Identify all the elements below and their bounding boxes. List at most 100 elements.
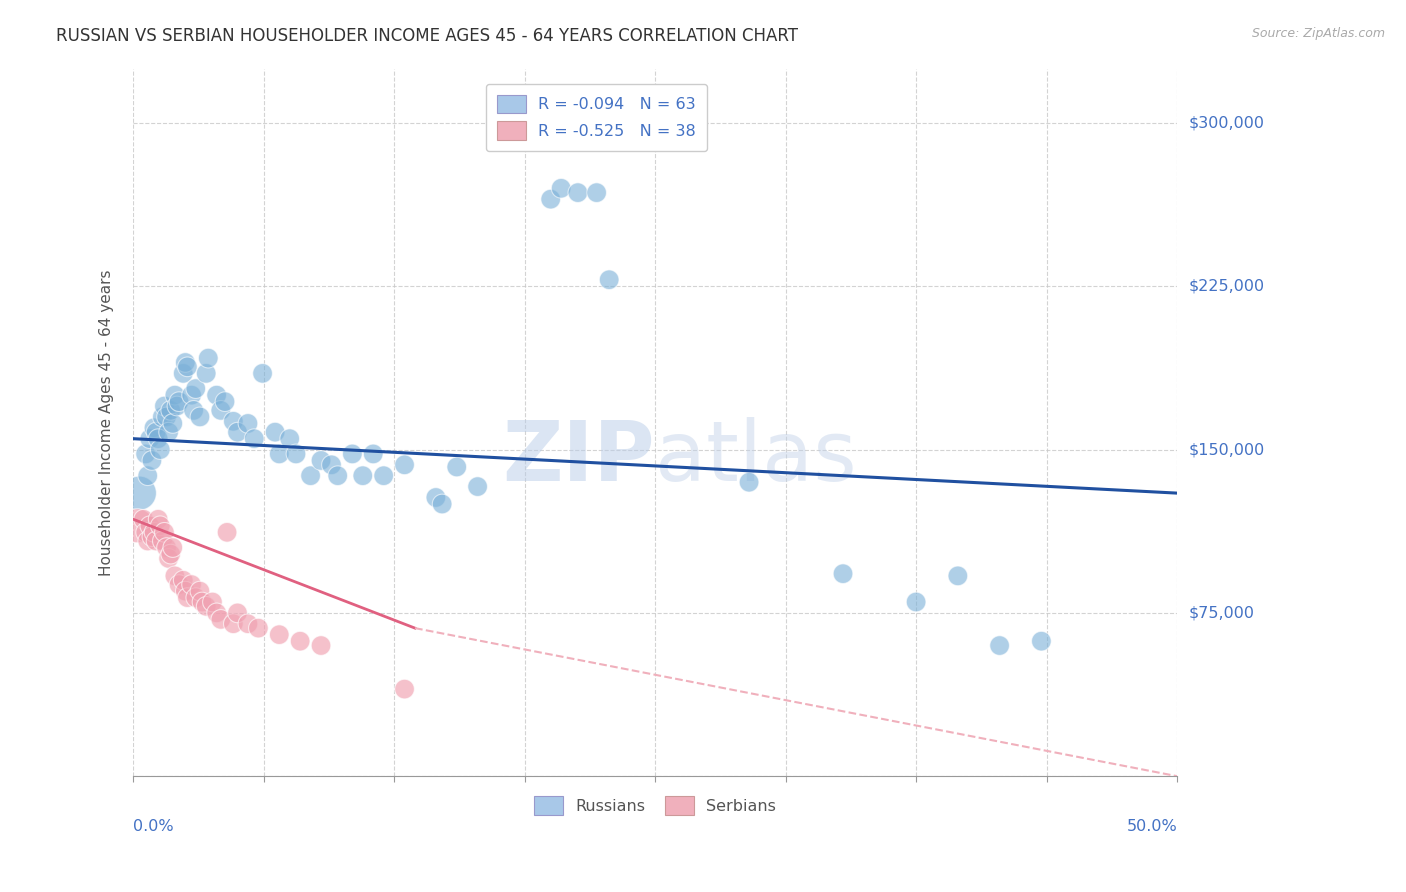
Point (172, 367, 194, 381)
Point (394, 458, 416, 472)
Point (598, 273, 620, 287)
Text: $300,000: $300,000 (1188, 115, 1264, 130)
Point (540, 192, 562, 206)
Text: ZIP: ZIP (502, 417, 655, 499)
Point (180, 577, 202, 591)
Point (236, 616, 259, 631)
Point (135, 447, 157, 461)
Point (236, 417, 259, 431)
Point (153, 399, 176, 413)
Text: $225,000: $225,000 (1188, 279, 1264, 293)
Point (205, 606, 228, 620)
Point (288, 634, 311, 648)
Text: atlas: atlas (655, 417, 856, 499)
Point (1031, 634, 1053, 648)
Point (127, 518, 149, 533)
Point (167, 577, 190, 591)
Text: RUSSIAN VS SERBIAN HOUSEHOLDER INCOME AGES 45 - 64 YEARS CORRELATION CHART: RUSSIAN VS SERBIAN HOUSEHOLDER INCOME AG… (56, 27, 799, 45)
Point (183, 403, 205, 417)
Point (163, 569, 186, 583)
Point (180, 388, 202, 402)
Point (467, 480, 489, 494)
Point (550, 181, 572, 195)
Point (141, 530, 163, 544)
Point (197, 351, 219, 365)
Point (149, 442, 172, 457)
Point (222, 616, 245, 631)
Text: $150,000: $150,000 (1188, 442, 1264, 457)
Point (309, 453, 332, 467)
Point (143, 421, 166, 435)
Point (172, 573, 194, 587)
Y-axis label: Householder Income Ages 45 - 64 years: Householder Income Ages 45 - 64 years (100, 269, 114, 575)
Point (309, 639, 332, 653)
Point (321, 458, 343, 472)
Point (188, 409, 211, 424)
Point (157, 551, 180, 566)
Point (373, 468, 395, 483)
Point (905, 595, 928, 609)
Point (285, 447, 308, 461)
Point (247, 621, 270, 635)
Point (226, 425, 249, 439)
Point (141, 453, 163, 467)
Point (167, 394, 190, 409)
Point (425, 491, 447, 505)
Point (136, 534, 159, 549)
Point (157, 425, 180, 439)
Point (184, 382, 207, 396)
Point (205, 388, 228, 402)
Point (139, 432, 162, 446)
Point (145, 534, 167, 549)
Point (222, 414, 245, 428)
Point (585, 186, 607, 200)
Point (145, 425, 167, 439)
Point (135, 525, 157, 540)
Point (166, 399, 188, 413)
Point (342, 447, 364, 461)
Point (209, 403, 232, 417)
Point (394, 682, 416, 697)
Point (430, 497, 453, 511)
Point (278, 432, 301, 446)
Point (146, 432, 169, 446)
Point (326, 468, 349, 483)
Point (176, 591, 198, 605)
Point (162, 541, 184, 555)
Point (352, 468, 374, 483)
Point (159, 547, 181, 561)
Point (299, 468, 322, 483)
Point (361, 447, 384, 461)
Point (155, 541, 177, 555)
Point (184, 591, 207, 605)
Point (567, 186, 589, 200)
Point (162, 417, 184, 431)
Point (174, 584, 197, 599)
Point (174, 355, 197, 369)
Point (139, 518, 162, 533)
Point (269, 627, 291, 641)
Point (252, 367, 274, 381)
Point (264, 425, 287, 439)
Point (128, 486, 150, 500)
Point (155, 409, 177, 424)
Point (153, 525, 176, 540)
Point (226, 606, 249, 620)
Point (143, 525, 166, 540)
Point (150, 409, 173, 424)
Point (132, 512, 155, 526)
Legend: Russians, Serbians: Russians, Serbians (527, 790, 783, 822)
Point (243, 432, 266, 446)
Point (217, 525, 239, 540)
Point (146, 512, 169, 526)
Point (195, 599, 218, 614)
Point (832, 566, 855, 581)
Text: Source: ZipAtlas.com: Source: ZipAtlas.com (1251, 27, 1385, 40)
Point (136, 468, 159, 483)
Point (176, 359, 198, 374)
Point (149, 518, 172, 533)
Point (195, 367, 218, 381)
Point (738, 475, 761, 490)
Point (188, 584, 211, 599)
Text: 50.0%: 50.0% (1126, 819, 1177, 834)
